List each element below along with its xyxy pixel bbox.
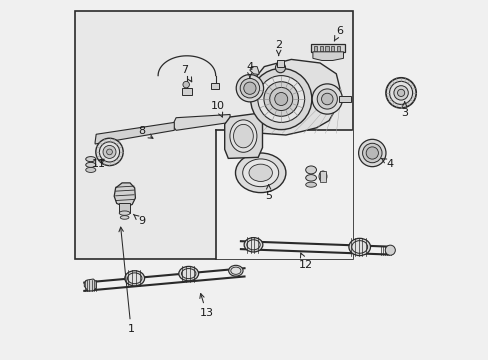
- Ellipse shape: [351, 241, 367, 253]
- Ellipse shape: [348, 238, 370, 256]
- Text: 9: 9: [133, 214, 145, 226]
- Circle shape: [366, 147, 378, 159]
- Circle shape: [385, 78, 415, 108]
- Bar: [215, 130, 352, 259]
- Bar: [75, 11, 352, 259]
- Polygon shape: [249, 67, 258, 75]
- Ellipse shape: [244, 238, 263, 252]
- Ellipse shape: [179, 266, 198, 281]
- Circle shape: [257, 76, 304, 122]
- Ellipse shape: [230, 267, 241, 274]
- Bar: [330, 46, 334, 51]
- Ellipse shape: [235, 153, 285, 193]
- Ellipse shape: [85, 167, 96, 172]
- Ellipse shape: [318, 171, 326, 182]
- Text: 4: 4: [246, 62, 253, 77]
- Ellipse shape: [305, 166, 316, 174]
- Bar: [319, 46, 322, 51]
- Text: 10: 10: [210, 101, 224, 117]
- Polygon shape: [338, 96, 350, 102]
- Ellipse shape: [85, 157, 96, 162]
- Bar: [320, 171, 325, 182]
- Ellipse shape: [228, 265, 243, 276]
- Circle shape: [275, 63, 285, 73]
- Circle shape: [99, 142, 120, 162]
- Bar: [181, 88, 191, 95]
- Circle shape: [274, 93, 287, 105]
- Circle shape: [389, 81, 412, 104]
- Circle shape: [362, 143, 381, 163]
- Text: 1: 1: [119, 227, 134, 334]
- Ellipse shape: [248, 164, 272, 181]
- Circle shape: [96, 138, 123, 166]
- Polygon shape: [257, 59, 339, 135]
- Text: 5: 5: [264, 185, 271, 201]
- Ellipse shape: [246, 240, 260, 250]
- Polygon shape: [84, 279, 96, 291]
- Text: 4: 4: [381, 158, 393, 169]
- Polygon shape: [172, 114, 230, 130]
- Ellipse shape: [242, 159, 278, 186]
- Polygon shape: [95, 122, 174, 144]
- Circle shape: [240, 78, 259, 98]
- Circle shape: [397, 89, 404, 96]
- Bar: [211, 83, 219, 89]
- Circle shape: [106, 149, 112, 155]
- Circle shape: [244, 82, 256, 94]
- Circle shape: [236, 75, 263, 102]
- Ellipse shape: [305, 175, 316, 181]
- Ellipse shape: [181, 269, 196, 279]
- Ellipse shape: [229, 120, 256, 152]
- Ellipse shape: [124, 271, 144, 286]
- Bar: [325, 46, 328, 51]
- Text: 12: 12: [298, 253, 312, 270]
- Ellipse shape: [127, 273, 142, 284]
- Polygon shape: [312, 52, 343, 60]
- Circle shape: [317, 89, 337, 109]
- Ellipse shape: [120, 216, 129, 219]
- Circle shape: [393, 86, 407, 100]
- Ellipse shape: [233, 125, 253, 148]
- Circle shape: [250, 68, 311, 130]
- Text: 6: 6: [334, 26, 343, 41]
- Ellipse shape: [305, 182, 316, 187]
- Bar: [336, 46, 340, 51]
- Text: 3: 3: [400, 102, 407, 118]
- Bar: [276, 60, 284, 67]
- Circle shape: [183, 81, 189, 88]
- Ellipse shape: [119, 211, 130, 215]
- Text: 8: 8: [138, 126, 153, 138]
- Text: 11: 11: [92, 159, 105, 169]
- Polygon shape: [114, 183, 135, 207]
- Circle shape: [385, 245, 394, 255]
- Circle shape: [103, 145, 116, 158]
- Bar: [119, 203, 130, 213]
- Circle shape: [358, 139, 385, 167]
- Bar: [310, 44, 345, 52]
- Polygon shape: [224, 113, 262, 158]
- Ellipse shape: [85, 162, 96, 167]
- Bar: [313, 46, 317, 51]
- Circle shape: [264, 82, 298, 116]
- Circle shape: [269, 87, 292, 111]
- Circle shape: [311, 84, 342, 114]
- Text: 13: 13: [199, 293, 213, 318]
- Circle shape: [321, 93, 332, 105]
- Ellipse shape: [320, 173, 325, 180]
- Text: 2: 2: [275, 40, 282, 55]
- Text: 7: 7: [181, 65, 191, 82]
